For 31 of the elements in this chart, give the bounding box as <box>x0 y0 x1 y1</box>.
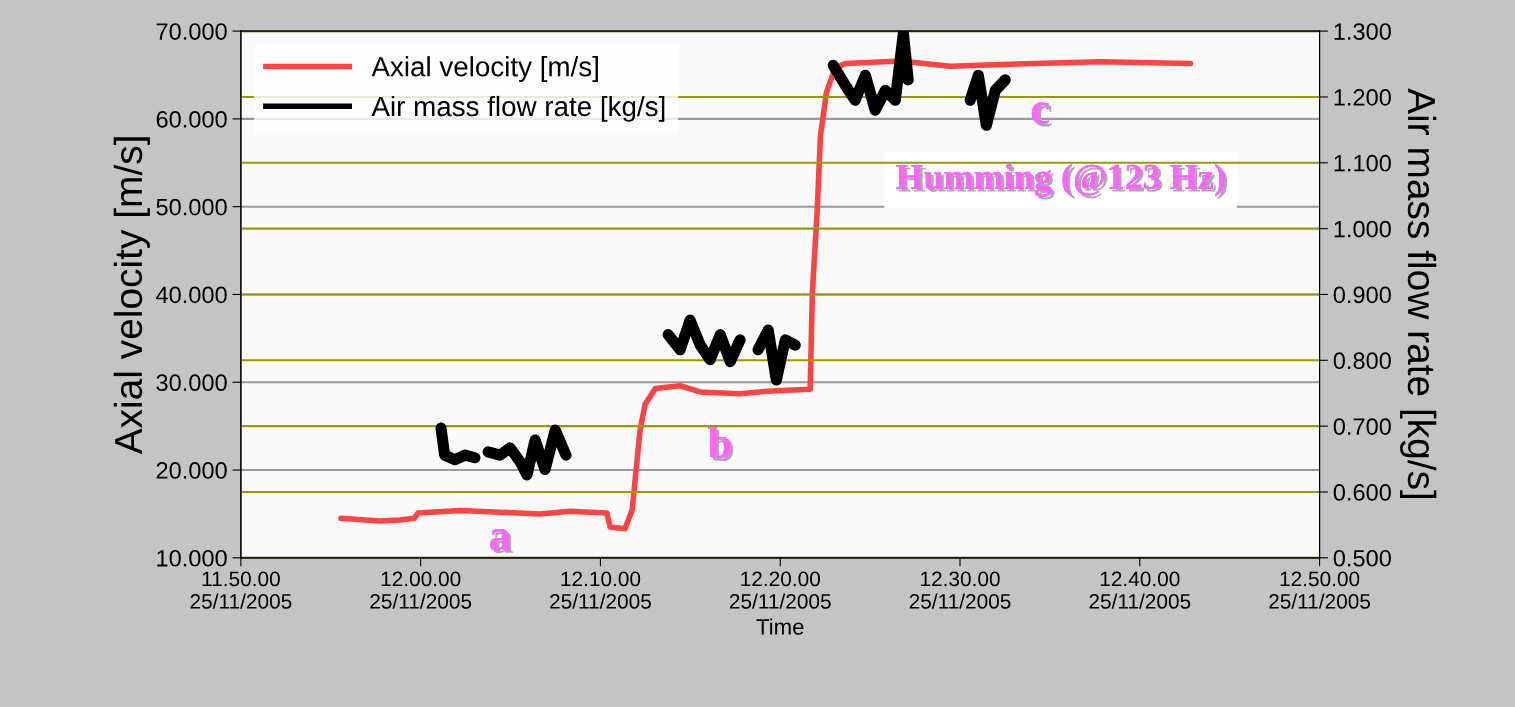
y-tick-label: 20.000 <box>156 462 227 479</box>
y2-tick-label: 1.100 <box>1334 154 1391 172</box>
annotation: a <box>490 529 513 554</box>
x-tick-label: 11.50.00 25/11/2005 <box>190 571 292 609</box>
y2-tick-label: 1.300 <box>1334 23 1391 40</box>
annotation: b <box>708 427 734 462</box>
x-tick-label: 12.30.00 25/11/2005 <box>909 571 1011 609</box>
y2-tick-label: 1.200 <box>1334 89 1391 106</box>
y-tick-label: 40.000 <box>156 286 227 304</box>
annotation: Humming (@123 Hz) <box>896 163 1228 200</box>
x-axis-title: Time <box>756 618 804 635</box>
y-tick-label: 10.000 <box>157 549 227 567</box>
legend-label: Air mass flow rate [kg/s] <box>371 95 665 122</box>
y2-tick-label: 0.600 <box>1333 484 1391 501</box>
x-tick-label: 12.00.00 25/11/2005 <box>370 571 472 609</box>
y-axis-title: Axial velocity [m/s] <box>113 137 150 455</box>
y-tick-label: 60.000 <box>156 110 227 128</box>
x-tick-label: 12.10.00 25/11/2005 <box>550 571 651 609</box>
y2-tick-label: 1.000 <box>1334 220 1391 238</box>
x-tick-label: 12.50.00 25/11/2005 <box>1269 571 1371 609</box>
y-tick-label: 70.000 <box>156 23 227 40</box>
legend-label: Axial velocity [m/s] <box>371 56 598 82</box>
y-tick-label: 30.000 <box>156 374 227 392</box>
x-tick-label: 12.40.00 25/11/2005 <box>1089 571 1191 609</box>
x-tick-label: 12.20.00 25/11/2005 <box>729 571 831 609</box>
y2-tick-label: 0.700 <box>1333 418 1391 435</box>
y2-axis-title: Air mass flow rate [kg/s] <box>1400 88 1437 499</box>
y2-tick-label: 0.800 <box>1333 352 1391 370</box>
y2-tick-label: 0.500 <box>1333 549 1391 567</box>
y2-tick-label: 0.900 <box>1333 286 1391 304</box>
y-tick-label: 50.000 <box>156 198 227 216</box>
